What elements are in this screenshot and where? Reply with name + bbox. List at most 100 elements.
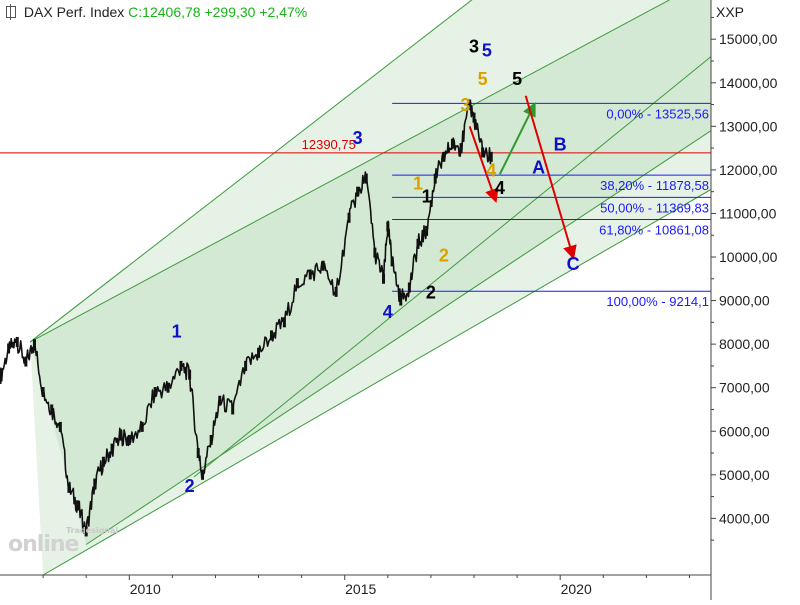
price-point [442,151,446,162]
wave-label: 4 [383,302,393,322]
price-point [67,482,71,493]
wave-label: 5 [482,41,492,61]
price-point [481,147,485,158]
price-point [321,260,325,271]
wave-label: 2 [439,245,449,265]
price-point [179,360,183,371]
fib-level-label: 38,20% - 11878,58 [600,178,709,193]
x-tick-label: 2010 [130,581,161,597]
price-point [0,373,2,384]
price-point [373,247,377,258]
x-tick-label: 2020 [561,581,592,597]
wave-label: B [554,135,567,155]
wave-label: A [532,157,545,177]
channel-line [193,56,711,478]
wave-label: 5 [512,69,522,89]
price-point [295,278,299,289]
price-point [308,269,312,280]
y-tick-label: 4000,00 [719,510,770,526]
chart-header: DAX Perf. Index C:12406,78 +299,30 +2,47… [6,4,307,20]
channel-line [42,189,711,575]
fib-level-label: 100,00% - 9214,1 [606,294,709,309]
price-point [201,469,205,480]
price-point [489,151,493,162]
price-point [269,330,273,341]
price-point [110,443,114,454]
forecast-arrow [498,102,536,175]
price-point [32,339,36,350]
price-point [425,225,429,236]
wave-label: 4 [486,160,496,180]
forecast-arrow [524,95,577,260]
y-tick-label: 10000,00 [719,249,778,265]
fib-level-label: 50,00% - 11369,83 [600,200,709,215]
fib-level-label: 61,80% - 10861,08 [599,222,709,237]
axis-unit: XXP [716,4,745,20]
y-tick-label: 9000,00 [719,293,770,309]
price-point [166,382,170,393]
quote-line: C:12406,78 +299,30 +2,47% [128,4,308,20]
y-tick-label: 13000,00 [719,118,778,134]
price-point [282,317,286,328]
price-point [390,256,394,267]
price-point [188,369,192,380]
y-tick-label: 14000,00 [719,75,778,91]
wave-label: 2 [185,476,195,496]
wave-label: 1 [413,173,423,193]
price-point [101,456,105,467]
price-point [399,295,403,306]
fib-level-label: 0,00% - 13525,56 [606,106,709,121]
price-point [244,360,248,371]
y-tick-label: 15000,00 [719,31,778,47]
watermark-logo: online Tradesignal [8,526,118,557]
price-point [196,448,200,459]
y-tick-label: 8000,00 [719,336,770,352]
price-point [41,387,45,398]
y-tick-label: 5000,00 [719,467,770,483]
price-point [472,112,476,123]
x-tick-label: 2015 [345,581,376,597]
price-point [407,282,411,293]
wave-label: 1 [172,322,182,342]
price-point [7,343,11,354]
price-point [24,356,28,367]
price-point [127,434,131,445]
price-point [119,430,123,441]
price-point [218,395,222,406]
price-point [386,221,390,232]
wave-label: C [567,254,580,274]
price-point [347,212,351,223]
channel-line [29,0,671,343]
price-point [257,347,261,358]
price-point [356,186,360,197]
price-point [231,404,235,415]
y-tick-label: 12000,00 [719,162,778,178]
channel-inner-band [30,0,711,545]
price-point [209,434,213,445]
price-point [15,336,19,347]
forecast-arrow [468,125,499,204]
y-tick-label: 11000,00 [719,205,777,221]
price-point [334,286,338,297]
wave-label: 3 [469,36,479,56]
price-point [433,173,437,184]
wave-label: 1 [422,187,432,207]
wave-label: 3 [353,128,363,148]
channel-line [29,0,473,343]
price-point [140,421,144,432]
price-point [459,143,463,154]
wave-label: 3 [460,95,470,115]
price-point [84,526,88,537]
price-point [416,238,420,249]
price-point [153,387,157,398]
resistance-label: 12390,75 [302,137,356,152]
price-point [93,478,97,489]
price-point [450,138,454,149]
y-tick-label: 6000,00 [719,423,770,439]
price-point [382,273,386,284]
instrument-name: DAX Perf. Index [23,4,125,20]
price-point [468,99,472,110]
wave-label: 4 [495,178,505,198]
